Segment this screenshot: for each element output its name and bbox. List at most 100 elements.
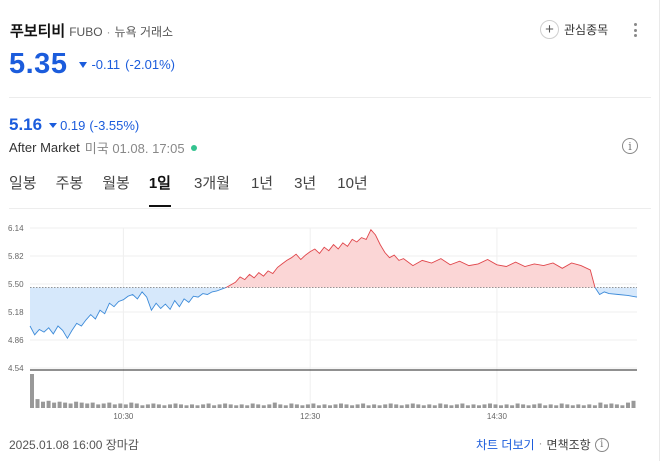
- volume-bar: [107, 402, 112, 408]
- tab-3년[interactable]: 3년: [294, 175, 317, 192]
- volume-bar: [74, 401, 79, 408]
- volume-bar: [559, 403, 564, 408]
- volume-bar: [537, 403, 542, 408]
- volume-bar: [328, 405, 332, 408]
- volume-bar: [305, 404, 310, 408]
- stock-name[interactable]: 푸보티비: [10, 23, 66, 40]
- volume-bar: [372, 404, 377, 408]
- volume-bar: [477, 405, 481, 408]
- volume-bar: [410, 403, 415, 408]
- volume-bar: [603, 404, 608, 408]
- volume-bar: [427, 404, 432, 408]
- volume-bar: [361, 403, 366, 408]
- volume-bar: [350, 405, 355, 408]
- volume-bar: [261, 405, 266, 408]
- disclaimer-label: 면책조항: [546, 438, 591, 452]
- volume-bar: [145, 404, 150, 408]
- volume-bar: [217, 404, 222, 408]
- volume-bar: [250, 403, 255, 408]
- after-market-label: After Market: [9, 140, 80, 155]
- volume-bar: [460, 403, 465, 408]
- price-line-up: [224, 228, 596, 288]
- info-icon[interactable]: i: [622, 138, 638, 154]
- volume-bar: [620, 405, 625, 408]
- stock-header: 푸보티비 FUBO · 뉴욕 거래소: [10, 20, 173, 41]
- volume-bar: [278, 404, 283, 408]
- volume-bar: [377, 405, 382, 408]
- tab-1일[interactable]: 1일: [148, 172, 171, 207]
- more-options-button[interactable]: [630, 22, 640, 38]
- volume-bar: [488, 403, 492, 408]
- volume-bar: [532, 404, 537, 408]
- after-market-change-percent: (-3.55%): [89, 117, 140, 133]
- volume-bar: [234, 405, 239, 408]
- volume-bar: [184, 405, 189, 408]
- tab-일봉[interactable]: 일봉: [9, 175, 37, 192]
- volume-bar: [30, 374, 34, 408]
- after-market-time: 미국 01.08. 17:05: [84, 141, 185, 156]
- volume-bar: [421, 405, 426, 408]
- volume-bar: [565, 404, 570, 408]
- volume-bar: [471, 404, 476, 408]
- volume-bar: [355, 404, 360, 408]
- volume-bar: [394, 404, 399, 408]
- volume-bar: [68, 403, 73, 408]
- after-market-price-row: 5.16 0.19 (-3.55%): [9, 115, 139, 135]
- tab-10년[interactable]: 10년: [337, 175, 368, 192]
- market-close-time: 2025.01.08 16:00 장마감: [9, 438, 139, 452]
- separator: ·: [106, 25, 111, 39]
- stock-ticker: FUBO: [69, 25, 103, 39]
- tab-1년[interactable]: 1년: [250, 175, 274, 192]
- tab-3개월[interactable]: 3개월: [193, 175, 230, 192]
- volume-bar: [465, 405, 470, 408]
- footer-links: 차트 더보기 · 면책조항 i: [476, 436, 609, 453]
- y-tick-label: 6.14: [8, 224, 24, 233]
- watchlist-label: 관심종목: [564, 23, 609, 37]
- tab-월봉[interactable]: 월봉: [102, 175, 130, 192]
- volume-bar: [179, 404, 183, 408]
- volume-bar: [190, 404, 194, 408]
- volume-bar: [399, 405, 404, 408]
- volume-bar: [388, 403, 393, 408]
- volume-bar: [526, 405, 531, 408]
- volume-bar: [504, 404, 509, 408]
- volume-bar: [416, 404, 421, 408]
- tab-주봉[interactable]: 주봉: [55, 175, 84, 192]
- volume-bar: [134, 403, 139, 408]
- volume-bar: [592, 405, 597, 408]
- volume-bar: [598, 402, 603, 408]
- volume-bar: [228, 404, 233, 408]
- intraday-chart[interactable]: 6.14 5.82 5.50 5.18 4.86 4.54 10:30 12:30 14:30: [0, 210, 650, 430]
- after-market-price: 5.16: [9, 115, 43, 134]
- volume-bar: [581, 405, 586, 408]
- price-row: 5.35 -0.11 (-2.01%): [9, 48, 175, 81]
- chart-more-link[interactable]: 차트 더보기: [476, 438, 535, 452]
- add-watchlist-button[interactable]: + 관심종목: [540, 20, 608, 39]
- volume-bar: [63, 402, 68, 408]
- x-tick-label: 14:30: [487, 412, 508, 421]
- volume-bar: [614, 404, 619, 408]
- volume-bar: [272, 402, 277, 408]
- disclaimer-link[interactable]: 면책조항 i: [547, 436, 609, 453]
- area-below-baseline: [30, 287, 637, 339]
- area-above-baseline: [30, 229, 637, 288]
- volume-bar: [554, 405, 559, 408]
- y-tick-label: 4.86: [8, 336, 24, 345]
- volume-bar: [543, 405, 548, 408]
- volume-bar: [41, 401, 45, 408]
- volume-bar: [256, 404, 261, 408]
- stock-exchange: 뉴욕 거래소: [114, 25, 174, 39]
- volume-bar: [245, 405, 250, 408]
- volume-bar: [449, 405, 454, 408]
- period-tabs: 일봉 주봉 월봉 1일 3개월 1년 3년 10년: [9, 172, 368, 207]
- volume-bar: [267, 404, 272, 408]
- volume-bar: [609, 403, 614, 408]
- volume-bar: [85, 403, 90, 408]
- volume-bar: [311, 403, 316, 408]
- volume-bar: [432, 405, 437, 408]
- volume-bar: [173, 403, 178, 408]
- volume-bar: [212, 405, 217, 408]
- volume-bar: [57, 401, 62, 408]
- after-market-change: 0.19: [60, 117, 86, 133]
- price-line-down: [29, 287, 638, 340]
